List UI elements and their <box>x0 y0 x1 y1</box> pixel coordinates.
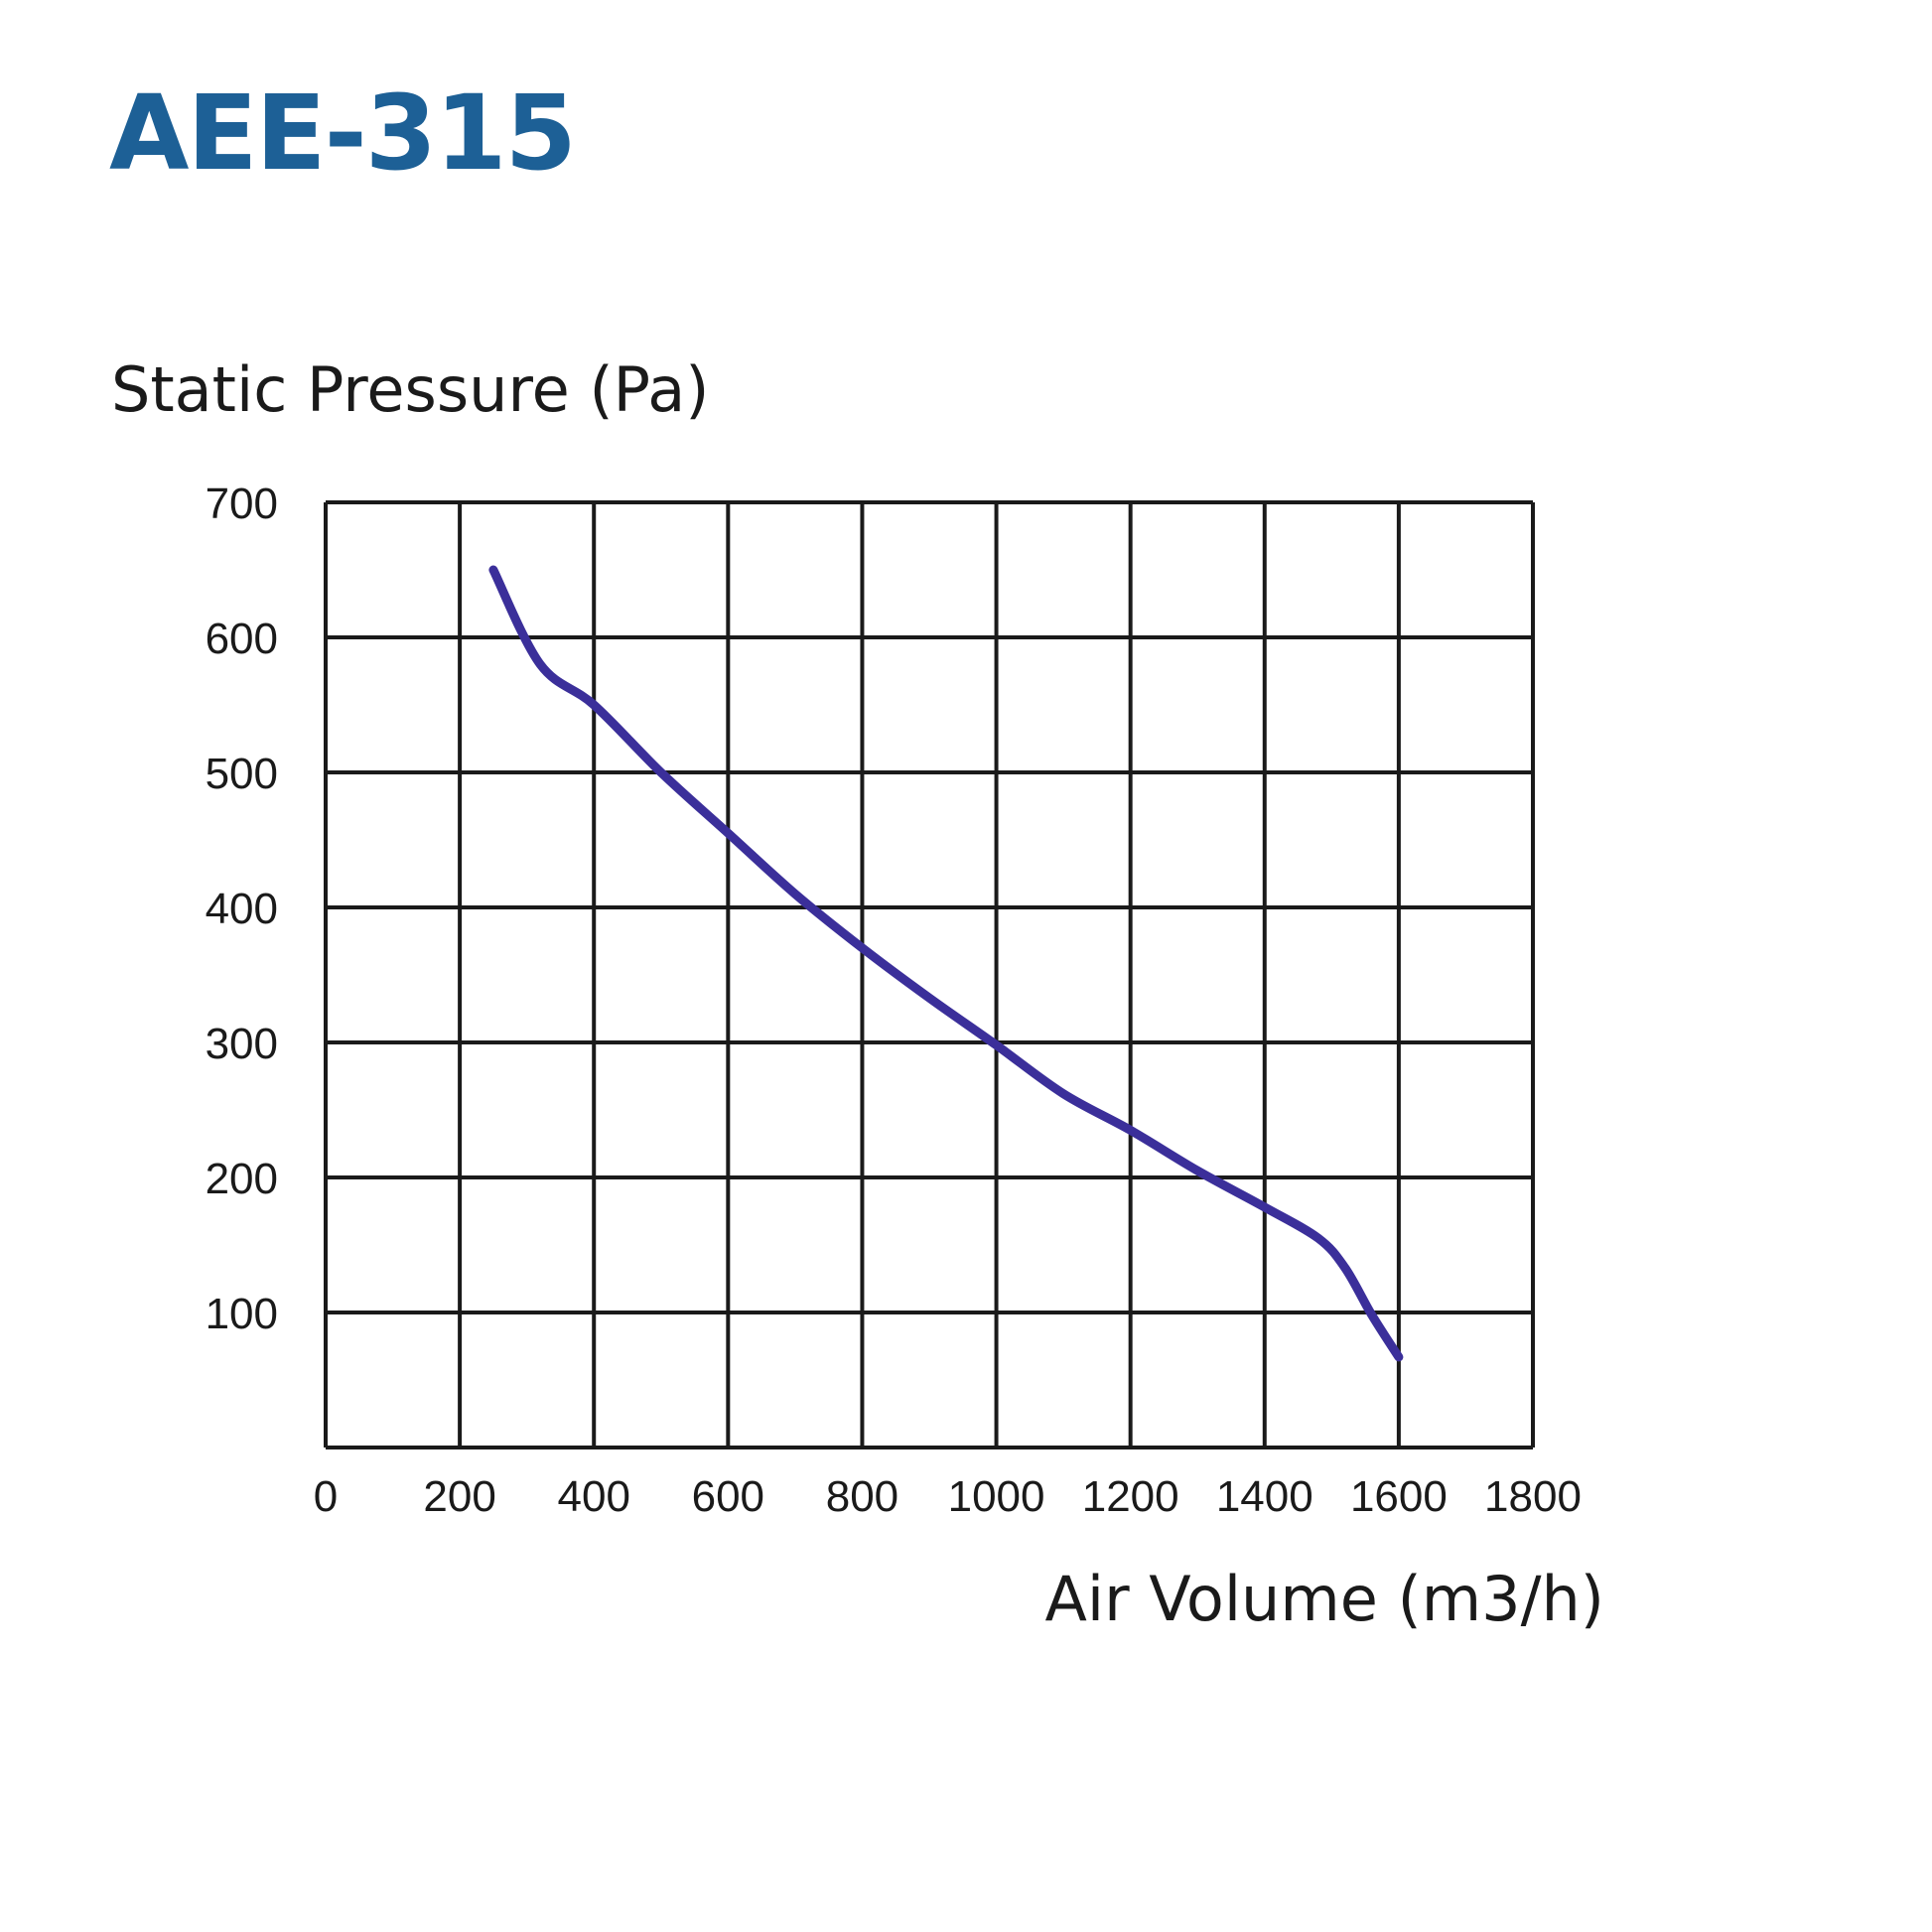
series-line <box>488 565 1404 1362</box>
x-tick-label: 1000 <box>948 1472 1045 1521</box>
x-tick-label: 1600 <box>1350 1472 1448 1521</box>
x-tick-label: 1400 <box>1216 1472 1313 1521</box>
chart-title: AEE-315 <box>109 72 577 194</box>
y-tick-label: 700 <box>206 480 278 528</box>
x-tick-label: 800 <box>826 1472 898 1521</box>
y-tick-label: 600 <box>206 615 278 663</box>
x-tick-label: 400 <box>558 1472 630 1521</box>
x-tick-label: 1200 <box>1082 1472 1179 1521</box>
y-tick-label: 200 <box>206 1155 278 1203</box>
y-tick-label: 500 <box>206 750 278 798</box>
grid-layer <box>324 500 1535 1449</box>
x-tick-label: 600 <box>692 1472 764 1521</box>
tick-layer: 0 200 400 600 800 1000 1200 1400 1600 1800 100 200 3… <box>206 480 1582 1521</box>
x-tick-label: 0 <box>314 1472 338 1521</box>
y-tick-label: 300 <box>206 1020 278 1068</box>
y-tick-label: 100 <box>206 1290 278 1338</box>
series-layer <box>488 565 1404 1362</box>
y-tick-label: 400 <box>206 885 278 933</box>
x-axis-label: Air Volume (m3/h) <box>1044 1563 1604 1635</box>
x-tick-label: 1800 <box>1484 1472 1582 1521</box>
y-axis-label: Static Pressure (Pa) <box>111 353 710 426</box>
x-tick-label: 200 <box>423 1472 495 1521</box>
